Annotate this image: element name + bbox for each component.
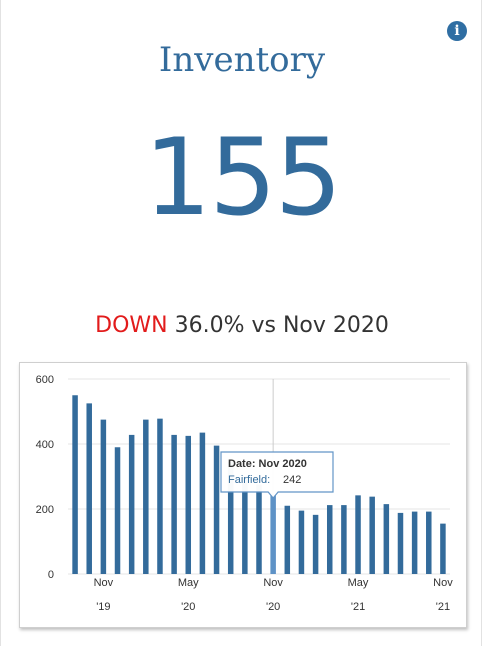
bar[interactable] [369,496,375,574]
bar[interactable] [298,510,305,574]
y-tick-label: 0 [48,569,54,581]
x-tick-year: '21 [351,601,365,613]
info-icon[interactable]: i [447,21,467,41]
bar[interactable] [312,514,319,574]
bar[interactable] [86,403,92,574]
bar[interactable] [185,435,192,574]
inventory-value: 155 [143,116,342,239]
tooltip-series: Fairfield: [228,474,270,486]
bar[interactable] [157,418,163,574]
bar[interactable] [128,434,135,574]
x-tick-month: Nov [263,577,283,589]
x-tick-month: Nov [433,577,453,589]
bar[interactable] [100,419,107,574]
bar[interactable] [143,419,149,574]
bar[interactable] [199,432,206,574]
inventory-chart[interactable]: 0 200 400 600 Nov '19 May '20 Nov '20 May '21 Nov '21… [19,362,467,628]
change-text: 36.0% vs Nov 2020 [174,313,389,338]
x-tick-year: '21 [436,601,450,613]
bar[interactable] [426,511,432,574]
bar[interactable] [213,445,220,574]
bar[interactable] [171,434,177,574]
bar[interactable] [72,395,78,574]
bar[interactable] [397,512,404,574]
bar[interactable] [355,495,361,574]
x-tick-year: '20 [266,601,280,613]
bar[interactable] [242,476,248,575]
bar[interactable] [326,505,333,574]
bar-chart-svg[interactable]: 0 200 400 600 Nov '19 May '20 Nov '20 May '21 Nov '21… [20,363,466,627]
change-summary: DOWN 36.0% vs Nov 2020 [1,313,483,338]
bar[interactable] [270,495,276,574]
change-direction: DOWN [95,313,168,338]
bar[interactable] [284,505,291,574]
bar[interactable] [227,461,234,574]
tooltip-box [220,451,334,499]
bar[interactable] [383,504,390,574]
y-tick-label: 600 [36,374,54,386]
bar[interactable] [341,505,347,574]
tooltip-date: Date: Nov 2020 [228,458,307,470]
x-tick-year: '20 [181,601,195,613]
x-tick-year: '19 [96,601,110,613]
card-title: Inventory [158,40,326,80]
x-tick-month: May [178,577,199,589]
bar[interactable] [114,447,121,574]
y-tick-label: 400 [36,439,54,451]
y-tick-label: 200 [36,504,54,516]
x-tick-month: Nov [94,577,114,589]
x-tick-month: May [348,577,369,589]
bar[interactable] [256,484,262,574]
tooltip-value: 242 [283,474,301,486]
bar[interactable] [440,523,446,574]
bar[interactable] [411,511,418,574]
